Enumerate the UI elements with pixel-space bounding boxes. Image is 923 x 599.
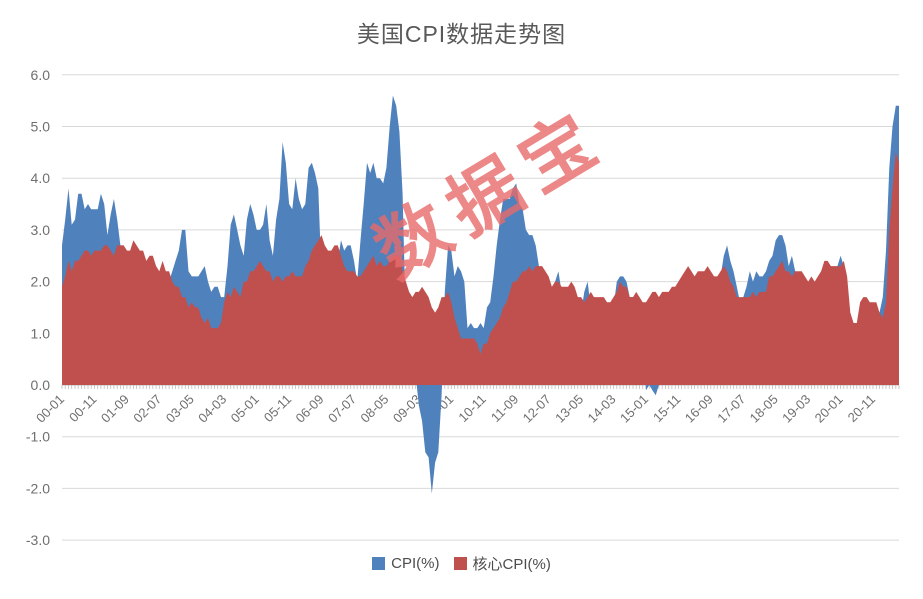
svg-text:05-11: 05-11 [261, 392, 294, 425]
svg-text:14-03: 14-03 [585, 392, 619, 426]
svg-text:12-07: 12-07 [520, 392, 554, 426]
svg-text:00-01: 00-01 [33, 392, 67, 426]
svg-text:13-05: 13-05 [552, 392, 586, 426]
chart-title: 美国CPI数据走势图 [356, 21, 567, 47]
svg-text:04-03: 04-03 [195, 392, 229, 426]
svg-text:08-05: 08-05 [357, 392, 391, 426]
legend-entry-cpi: CPI(%) [372, 555, 440, 572]
svg-text:00-11: 00-11 [66, 392, 99, 425]
svg-text:1.0: 1.0 [31, 325, 51, 341]
svg-text:-1.0: -1.0 [26, 429, 50, 445]
svg-text:2.0: 2.0 [31, 274, 51, 290]
svg-text:3.0: 3.0 [31, 222, 51, 238]
svg-text:07-07: 07-07 [325, 392, 359, 426]
svg-text:18-05: 18-05 [747, 392, 781, 426]
svg-text:4.0: 4.0 [31, 170, 51, 186]
svg-text:5.0: 5.0 [31, 119, 51, 135]
legend-label-cpi: CPI(%) [391, 555, 440, 572]
svg-text:15-11: 15-11 [650, 392, 683, 425]
svg-text:11-09: 11-09 [488, 392, 521, 425]
svg-text:16-09: 16-09 [682, 392, 716, 426]
legend-entry-core-cpi: 核心CPI(%) [453, 553, 551, 574]
chart-legend: CPI(%) 核心CPI(%) [0, 553, 923, 574]
svg-text:20-01: 20-01 [812, 392, 846, 426]
svg-text:03-05: 03-05 [163, 392, 197, 426]
svg-text:02-07: 02-07 [130, 392, 164, 426]
svg-text:01-09: 01-09 [98, 392, 132, 426]
svg-text:17-07: 17-07 [714, 392, 748, 426]
legend-swatch-cpi-icon [372, 557, 386, 570]
svg-text:6.0: 6.0 [31, 67, 51, 83]
svg-text:-3.0: -3.0 [26, 532, 50, 548]
svg-text:05-01: 05-01 [228, 392, 262, 426]
svg-text:06-09: 06-09 [293, 392, 327, 426]
legend-swatch-core-cpi-icon [453, 557, 467, 570]
legend-label-core-cpi: 核心CPI(%) [472, 556, 551, 573]
svg-text:10-11: 10-11 [455, 392, 488, 425]
svg-text:19-03: 19-03 [779, 392, 813, 426]
svg-text:0.0: 0.0 [31, 377, 51, 393]
svg-text:-2.0: -2.0 [26, 480, 50, 496]
svg-text:20-11: 20-11 [845, 392, 878, 425]
svg-text:15-01: 15-01 [617, 392, 651, 426]
